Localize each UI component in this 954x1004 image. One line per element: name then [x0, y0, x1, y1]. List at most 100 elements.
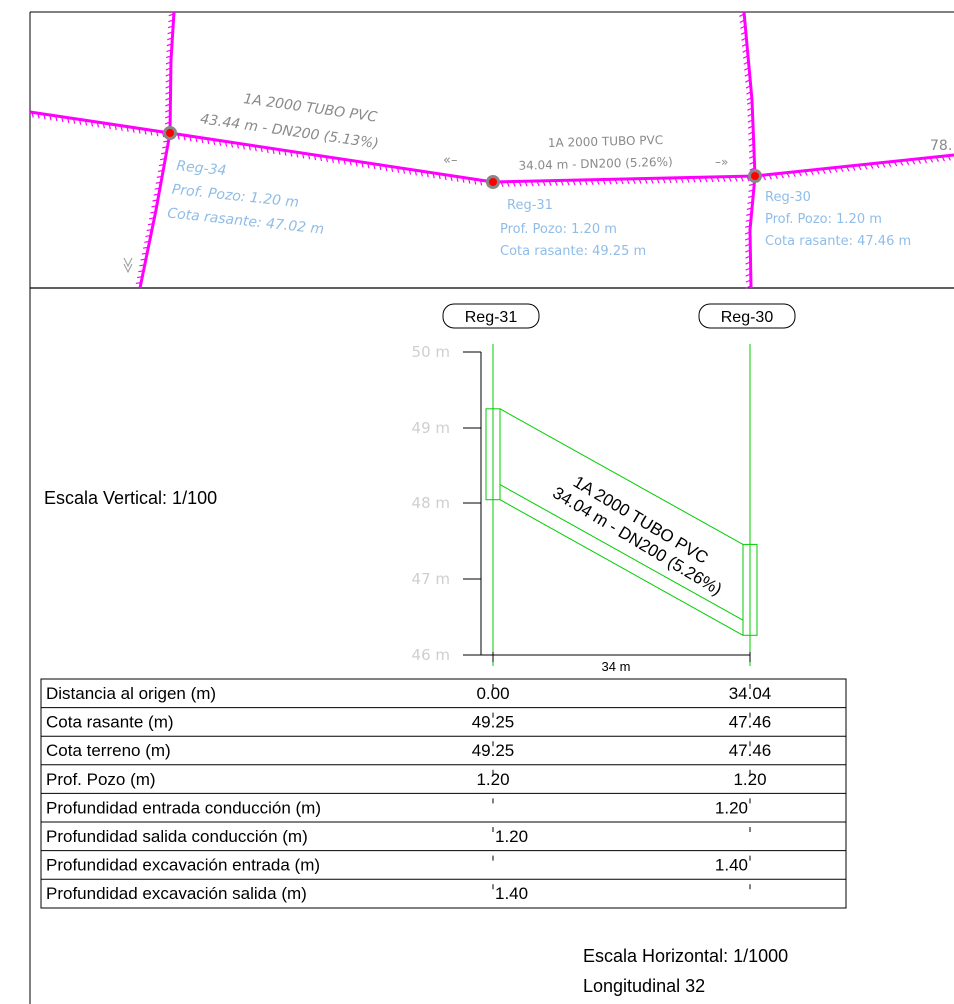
- hatch-tick: [138, 128, 141, 134]
- hatch-tick: [168, 19, 174, 23]
- hatch-tick: [337, 158, 340, 164]
- hatch-tick: [189, 135, 192, 142]
- hatch-tick: [941, 155, 946, 162]
- hatch-tick: [224, 141, 228, 147]
- hatch-tick: [165, 103, 171, 107]
- hatch-tick: [626, 178, 630, 185]
- hatch-tick: [762, 174, 767, 181]
- hatch-tick: [456, 176, 459, 182]
- hatch-tick: [290, 151, 293, 157]
- plan-node-label-30: Reg-30 Prof. Pozo: 1.20 m Cota rasante: …: [765, 190, 911, 249]
- hatch-tick: [745, 261, 751, 265]
- hatch-tick: [473, 179, 477, 185]
- drawing-title: Longitudinal 32: [583, 976, 705, 996]
- hatch-tick: [935, 156, 940, 162]
- plan-node-30-prof: Prof. Pozo: 1.20 m: [765, 212, 882, 227]
- hatch-tick: [444, 174, 447, 181]
- hatch-tick: [145, 234, 151, 238]
- hatch-tick: [749, 155, 755, 159]
- network-hatching: [31, 13, 954, 289]
- hatch-tick: [584, 179, 588, 186]
- hatch-tick: [384, 165, 388, 172]
- hatch-tick: [740, 176, 744, 182]
- hatch-tick: [512, 181, 516, 187]
- hatch-tick: [747, 119, 754, 123]
- hatch-tick: [426, 171, 429, 178]
- well-shaft[interactable]: [485, 408, 501, 501]
- hatch-tick: [608, 179, 612, 185]
- hatch-tick: [301, 152, 305, 159]
- hatch-tick: [747, 113, 753, 117]
- hatch-tick: [863, 164, 868, 170]
- node-reg-31[interactable]: [486, 175, 500, 189]
- table-row: Profundidad excavación salida (m) 1.40: [41, 878, 846, 903]
- hatch-tick: [851, 165, 856, 171]
- hatch-tick: [632, 178, 636, 184]
- hatch-tick: [548, 180, 552, 186]
- hatch-tick: [747, 195, 754, 199]
- hatch-tick: [166, 49, 172, 53]
- table-cell-station-2: 34.04: [729, 684, 772, 703]
- hatch-tick: [917, 158, 922, 164]
- hatch-tick: [164, 121, 171, 125]
- table-cell-station-2: 1.20: [733, 770, 766, 789]
- hatch-tick: [506, 181, 510, 187]
- hatch-tick: [638, 178, 642, 184]
- hatch-tick: [139, 264, 145, 267]
- horizontal-scale-label: Escala Horizontal: 1/1000: [583, 946, 788, 966]
- table-row-label: Profundidad entrada conducción (m): [46, 798, 321, 817]
- well-tag-reg-30[interactable]: Reg-30: [698, 303, 796, 329]
- hatch-tick: [278, 149, 281, 155]
- plan-pipe-2-title: 1A 2000 TUBO PVC: [548, 133, 664, 150]
- hatch-tick: [834, 167, 838, 173]
- plan-node-31-name: Reg-31: [507, 198, 553, 213]
- hatch-tick: [165, 61, 172, 65]
- hatch-tick: [43, 113, 46, 120]
- hatch-tick: [31, 112, 34, 118]
- table-row: Cota terreno (m) 49.25 47.46: [41, 735, 846, 760]
- hatch-tick: [242, 143, 245, 150]
- hatch-tick: [78, 119, 82, 125]
- hatch-tick: [881, 162, 886, 168]
- hatch-tick: [325, 156, 329, 163]
- hatch-tick: [786, 172, 790, 178]
- elev-tick-47: 47 m: [412, 570, 450, 588]
- hatch-tick: [739, 13, 745, 17]
- hatch-tick: [749, 167, 755, 171]
- hatch-tick: [748, 183, 755, 187]
- hatch-tick: [716, 176, 720, 183]
- table-row-label: Profundidad salida conducción (m): [46, 827, 308, 846]
- plan-node-30-name: Reg-30: [765, 190, 811, 205]
- elevation-tick-labels: 50 m 49 m 48 m 47 m 46 m: [412, 343, 450, 664]
- hatch-tick: [295, 152, 299, 158]
- hatch-tick: [746, 213, 752, 216]
- hatch-tick: [804, 170, 808, 176]
- node-reg-34[interactable]: [163, 126, 177, 140]
- profile-pipe-detail: 34.04 m - DN200 (5.26%): [549, 483, 725, 599]
- well-tag-reg-31-label: Reg-31: [465, 309, 518, 326]
- table-row-label: Cota rasante (m): [46, 713, 174, 732]
- well-tag-reg-31[interactable]: Reg-31: [442, 303, 540, 329]
- vertical-scale-label: Escala Vertical: 1/100: [44, 488, 217, 508]
- hatch-tick: [542, 180, 546, 187]
- table-cell-station-1: 49.25: [472, 741, 515, 760]
- hatch-tick: [159, 157, 166, 161]
- node-reg-30[interactable]: [748, 169, 762, 183]
- hatch-tick: [746, 175, 750, 182]
- table-rows: Distancia al origen (m) 0.00 34.04 Cota ras…: [41, 684, 846, 903]
- hatch-tick: [144, 240, 150, 243]
- plan-pipe-3-partial: 78.: [930, 138, 952, 154]
- hatch-tick: [55, 115, 58, 122]
- hatch-tick: [167, 31, 173, 35]
- hatch-tick: [144, 129, 147, 135]
- hatch-tick: [899, 160, 904, 166]
- hatch-tick: [816, 169, 820, 175]
- hatch-tick: [343, 159, 346, 165]
- hatch-tick: [839, 166, 844, 173]
- hatch-tick: [150, 211, 156, 214]
- well-shaft[interactable]: [742, 543, 758, 636]
- hatch-tick: [272, 148, 275, 154]
- hatch-tick: [396, 167, 400, 173]
- table-cell-station-1: 1.20: [476, 770, 509, 789]
- hatch-tick: [307, 153, 311, 160]
